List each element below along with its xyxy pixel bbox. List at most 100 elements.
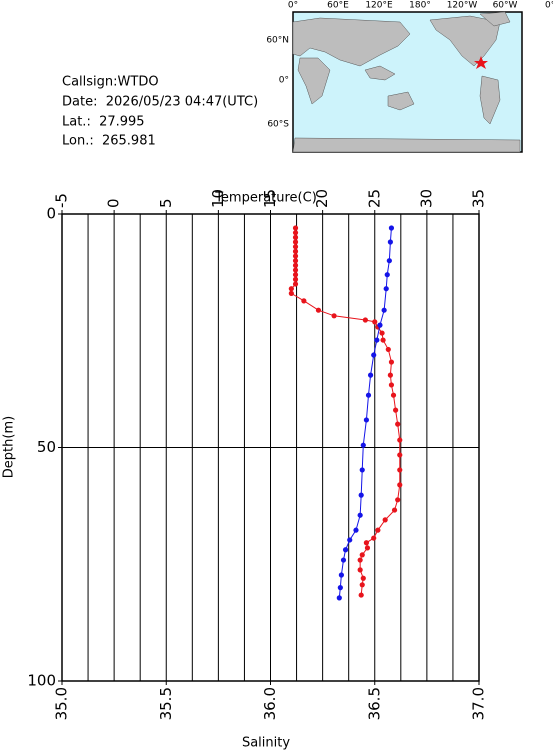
profile-point bbox=[388, 225, 395, 231]
profile-point bbox=[363, 540, 370, 546]
y-tick-label: 50 bbox=[37, 438, 56, 456]
profile-point bbox=[292, 258, 299, 264]
profile-point bbox=[387, 372, 393, 378]
x-tick-label: 25 bbox=[365, 189, 383, 208]
profile-point bbox=[364, 545, 371, 551]
profile-point bbox=[390, 392, 397, 398]
profile-point bbox=[357, 567, 363, 573]
profile-point bbox=[371, 535, 377, 541]
x2-tick-label: 36.0 bbox=[261, 687, 279, 720]
x-tick-label: 5 bbox=[157, 198, 175, 208]
profile-line bbox=[290, 228, 401, 596]
y-tick-label: 100 bbox=[27, 672, 56, 690]
map-lon-label: 0° bbox=[288, 1, 298, 11]
profile-point bbox=[391, 507, 398, 513]
map-lon-label: 0° bbox=[545, 1, 553, 11]
profile-point bbox=[292, 234, 299, 240]
profile-point bbox=[377, 322, 383, 328]
profile-point bbox=[382, 517, 388, 523]
profile-point bbox=[388, 359, 395, 365]
map-lon-label: 120°E bbox=[365, 1, 393, 11]
map-lon-label: 180° bbox=[409, 1, 431, 11]
profile-point bbox=[388, 382, 395, 388]
profile-point bbox=[397, 482, 403, 488]
map-lat-label: 60°S bbox=[267, 120, 289, 130]
map-lon-label: 120°W bbox=[447, 1, 478, 11]
profile-point bbox=[292, 225, 299, 231]
profile-point bbox=[292, 248, 299, 254]
y-tick-label: 0 bbox=[46, 205, 56, 223]
x-tick-label: 10 bbox=[209, 189, 227, 208]
map-lat-label: 0° bbox=[279, 76, 289, 86]
profile-point bbox=[367, 372, 374, 378]
x-tick-label: 35 bbox=[470, 189, 488, 208]
profile-point bbox=[358, 492, 364, 498]
profile-point bbox=[360, 442, 366, 448]
profile-point bbox=[362, 317, 368, 323]
profile-point bbox=[292, 276, 299, 282]
x-tick-label: 15 bbox=[261, 189, 279, 208]
callsign: Callsign:WTDO bbox=[62, 75, 159, 90]
x2-tick-label: 35.0 bbox=[53, 687, 71, 720]
latitude: Lat.: 27.995 bbox=[62, 115, 145, 130]
profile-point bbox=[383, 286, 389, 292]
profile-point bbox=[371, 352, 377, 358]
x-tick-label: 20 bbox=[313, 189, 331, 208]
profile-point bbox=[386, 258, 392, 264]
profile-point bbox=[338, 572, 344, 578]
x2-tick-label: 36.5 bbox=[365, 687, 383, 720]
profile-point bbox=[357, 557, 363, 563]
map-lon-label: 60°W bbox=[493, 1, 518, 11]
profile-point bbox=[365, 392, 372, 398]
date: Date: 2026/05/23 04:47(UTC) bbox=[62, 95, 258, 110]
profile-point bbox=[397, 467, 403, 473]
profile-point bbox=[381, 307, 387, 313]
longitude: Lon.: 265.981 bbox=[62, 134, 156, 149]
profile-point bbox=[357, 512, 363, 518]
profile-point bbox=[393, 407, 399, 413]
profile-point bbox=[385, 346, 391, 353]
profile-point bbox=[360, 575, 366, 581]
profile-point bbox=[292, 253, 299, 259]
x-tick-label: 0 bbox=[105, 198, 123, 208]
profile-point bbox=[387, 239, 393, 245]
profile-point bbox=[359, 582, 365, 588]
profile-point bbox=[292, 239, 299, 245]
profile-point bbox=[363, 417, 370, 423]
profile-point bbox=[359, 552, 365, 558]
profile-point bbox=[380, 337, 386, 343]
map bbox=[292, 11, 523, 153]
x-axis-title: Temperature(C) bbox=[214, 191, 317, 206]
profile-point bbox=[384, 272, 390, 278]
x2-axis-title: Salinity bbox=[242, 736, 290, 751]
profile-point bbox=[379, 330, 385, 336]
profile-point bbox=[288, 290, 294, 296]
profile-point bbox=[315, 307, 322, 313]
map-lat-label: 60°N bbox=[266, 36, 289, 46]
x2-tick-label: 37.0 bbox=[470, 687, 488, 720]
map-lon-label: 60°E bbox=[327, 1, 349, 11]
profile-point bbox=[358, 592, 364, 598]
y-axis-title: Depth(m) bbox=[2, 416, 17, 478]
profile-point bbox=[292, 230, 299, 236]
x-tick-label: -5 bbox=[53, 193, 71, 208]
profile-point bbox=[292, 244, 299, 250]
profile-point bbox=[397, 437, 403, 443]
profile-point bbox=[353, 527, 359, 533]
profile-point bbox=[292, 272, 299, 278]
profile-point bbox=[292, 267, 299, 273]
profile-point bbox=[395, 497, 401, 503]
profile-point bbox=[340, 557, 347, 563]
profile-point bbox=[337, 585, 343, 591]
profile-point bbox=[395, 421, 401, 427]
x-tick-label: 30 bbox=[417, 189, 435, 208]
profile-point bbox=[372, 319, 378, 325]
profile-point bbox=[336, 595, 342, 601]
profile-point bbox=[359, 467, 365, 473]
profile-point bbox=[301, 298, 307, 304]
profile-point bbox=[374, 337, 380, 343]
profile-point bbox=[397, 452, 403, 458]
profile-point bbox=[342, 547, 349, 553]
